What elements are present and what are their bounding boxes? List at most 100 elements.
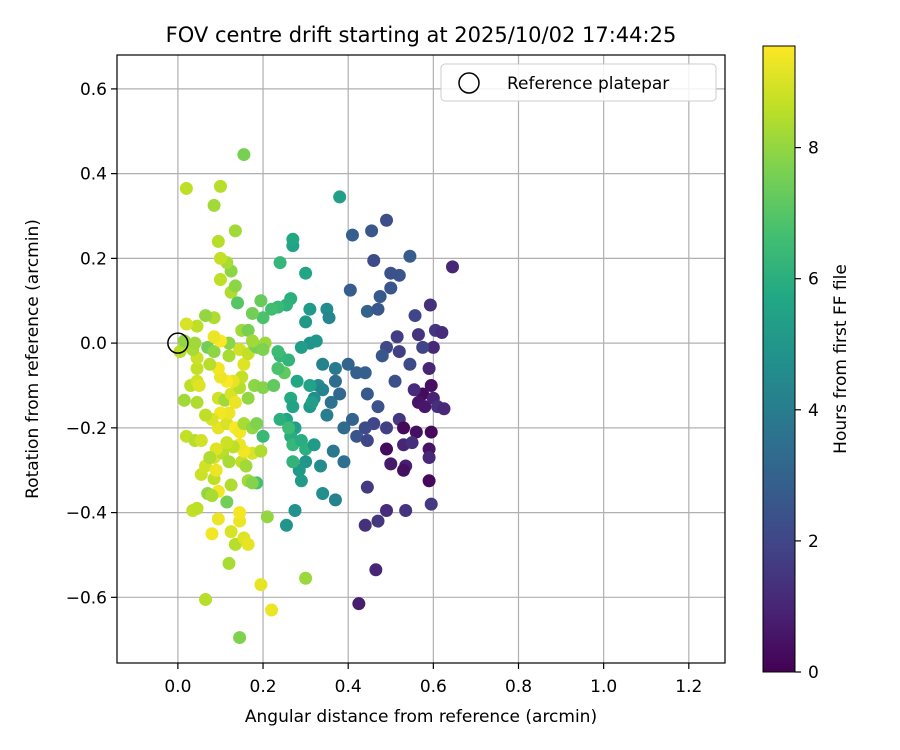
data-point [256, 342, 270, 356]
reference-platepar-marker [167, 332, 189, 354]
y-tick-label: −0.6 [66, 588, 107, 608]
y-axis-label: Rotation from reference (arcmin) [23, 219, 43, 499]
data-point [224, 525, 238, 539]
y-tick-label: 0.0 [80, 334, 107, 354]
x-tick-label: 0.0 [164, 677, 191, 697]
data-point [190, 395, 204, 409]
data-point [190, 501, 204, 515]
data-point [422, 474, 436, 488]
data-point [220, 436, 234, 450]
data-point [294, 474, 308, 488]
data-point [337, 421, 351, 435]
colorbar-ticks: 0 2 4 6 8 [795, 139, 819, 683]
data-points [173, 148, 460, 645]
data-point [367, 253, 381, 267]
data-point [245, 306, 259, 320]
data-point [314, 459, 328, 473]
data-point [203, 357, 217, 371]
data-point [316, 383, 330, 397]
data-point [256, 429, 270, 443]
data-point [384, 266, 398, 280]
data-point [239, 459, 253, 473]
data-point [245, 476, 259, 490]
data-point [341, 357, 355, 371]
data-point [409, 425, 423, 439]
data-point [405, 436, 419, 450]
legend-entry-reference-platepar: Reference platepar [507, 74, 669, 94]
data-point [411, 328, 425, 342]
data-point [371, 400, 385, 414]
data-point [190, 362, 204, 376]
data-point [358, 421, 372, 435]
data-point [320, 408, 334, 422]
data-point [179, 317, 193, 331]
reference-marker-layer [167, 332, 189, 354]
data-point [190, 319, 204, 333]
data-point [316, 487, 330, 501]
data-point [426, 340, 440, 354]
data-point [360, 304, 374, 318]
data-point [213, 251, 227, 265]
colorbar: 0 2 4 6 8 Hours from first FF file [762, 45, 851, 683]
data-point [380, 503, 394, 517]
data-point [222, 349, 236, 363]
data-point [282, 421, 296, 435]
x-tick-label: 0.2 [250, 677, 277, 697]
data-point [371, 514, 385, 528]
colorbar-gradient [762, 45, 796, 673]
data-point [230, 296, 244, 310]
data-point [328, 362, 342, 376]
data-point [350, 429, 364, 443]
colorbar-tick-label: 0 [808, 663, 819, 683]
data-point [388, 374, 402, 388]
data-point [207, 330, 221, 344]
data-point [205, 527, 219, 541]
data-point [213, 179, 227, 193]
data-point [203, 451, 217, 465]
data-point [199, 408, 213, 422]
y-tick-label: 0.4 [80, 165, 107, 185]
data-point [424, 378, 438, 392]
y-tick-label: 0.6 [80, 80, 107, 100]
data-point [222, 455, 236, 469]
chart-title: FOV centre drift starting at 2025/10/02 … [166, 23, 677, 47]
data-point [250, 417, 264, 431]
y-axis-ticks: 0.6 0.4 0.2 0.0 −0.2 −0.4 −0.6 [66, 80, 117, 608]
data-point [437, 402, 451, 416]
data-point [390, 330, 404, 344]
plot-frame [116, 54, 726, 664]
x-tick-label: 0.8 [505, 677, 532, 697]
legend-marker-icon [458, 72, 480, 94]
y-tick-label: −0.2 [66, 419, 107, 439]
data-point [271, 345, 285, 359]
data-point [271, 362, 285, 376]
data-point [373, 290, 387, 304]
data-point [299, 315, 313, 329]
data-point [384, 281, 398, 295]
x-axis-label: Angular distance from reference (arcmin) [245, 707, 597, 727]
data-point [192, 378, 206, 392]
data-point [352, 597, 366, 611]
data-point [286, 232, 300, 246]
data-point [265, 302, 279, 316]
data-point [397, 421, 411, 435]
y-tick-label: 0.2 [80, 249, 107, 269]
x-axis-ticks: 0.0 0.2 0.4 0.6 0.8 1.0 1.2 [164, 663, 702, 697]
data-point [256, 381, 270, 395]
data-point [265, 603, 279, 617]
colorbar-tick-label: 6 [808, 270, 819, 290]
data-point [222, 556, 236, 570]
colorbar-tick-label: 8 [808, 139, 819, 159]
data-point [224, 478, 238, 492]
data-point [369, 563, 383, 577]
data-point [256, 311, 270, 325]
data-point [343, 283, 357, 297]
data-point [333, 387, 347, 401]
data-point [337, 455, 351, 469]
data-point [360, 480, 374, 494]
x-tick-label: 0.4 [335, 677, 362, 697]
data-point [299, 266, 313, 280]
data-point [241, 537, 255, 551]
data-point [380, 213, 394, 227]
